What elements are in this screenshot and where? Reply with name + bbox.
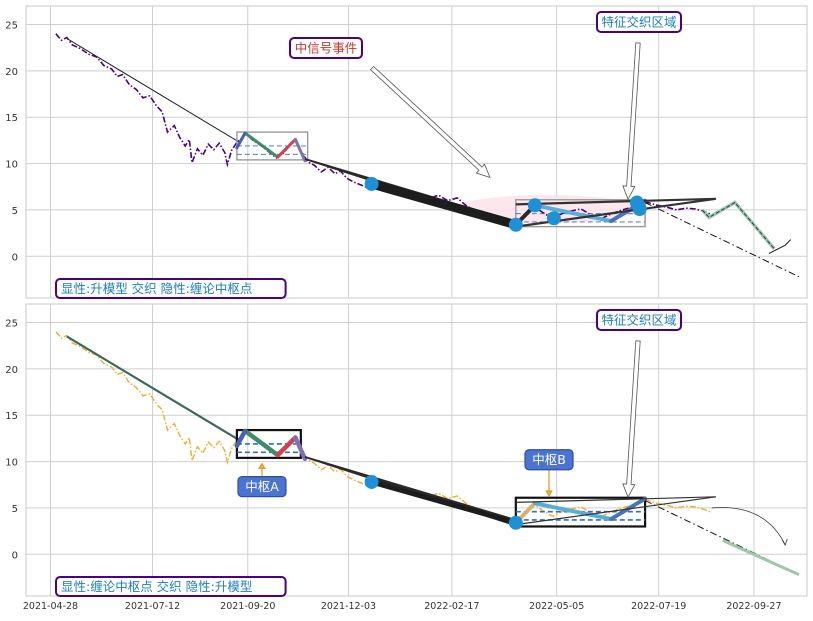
box-label-pointer-head (258, 462, 266, 469)
y-tick-label: 10 (5, 458, 18, 469)
zigzag-segment (276, 137, 297, 159)
x-tick-label: 2022-05-05 (529, 601, 584, 612)
price-series-line (55, 33, 713, 227)
y-tick-label: 0 (12, 550, 18, 561)
y-tick-label: 15 (5, 411, 18, 422)
zigzag-segment (234, 428, 248, 449)
pivot-marker (527, 198, 542, 213)
box-label-a-box (237, 476, 287, 498)
zigzag-segment (275, 435, 298, 458)
envelope-line (515, 496, 716, 503)
curved-arrow-head (781, 538, 788, 546)
y-tick-label: 25 (5, 319, 18, 330)
zigzag-segment (532, 501, 614, 522)
y-tick-label: 10 (5, 160, 18, 171)
tail-hook (768, 239, 792, 254)
box-label-a: 中枢A (245, 479, 279, 494)
pivot-marker (508, 217, 523, 232)
y-tick-label: 0 (12, 252, 18, 263)
footer-box (55, 576, 287, 597)
x-tick-label: 2022-02-17 (424, 601, 479, 612)
y-tick-label: 25 (5, 21, 18, 32)
trend-line (66, 38, 242, 144)
region-arrow (622, 42, 641, 201)
x-tick-label: 2022-09-27 (726, 601, 781, 612)
tail-line (701, 201, 775, 250)
region-label: 特征交织区域 (601, 313, 676, 328)
box-label-pointer-head (545, 490, 553, 497)
y-tick-label: 5 (12, 504, 18, 515)
x-tick-label: 2021-04-28 (23, 601, 78, 612)
footer-box (55, 278, 287, 299)
box-label-b-box (524, 449, 574, 471)
plot-area (25, 5, 808, 299)
event-arrow (369, 65, 491, 179)
pivot-marker (508, 515, 523, 530)
curved-arrow (711, 507, 786, 546)
zigzag-segment (532, 203, 614, 224)
footer-label: 显性:升模型 交织 隐性:缠论中枢点 (61, 281, 252, 296)
region-label-box (596, 11, 682, 33)
pivot-marker (632, 202, 647, 217)
pivot-marker (364, 176, 379, 191)
zigzag-segment (293, 435, 308, 462)
box-label-b: 中枢B (532, 452, 566, 467)
pivot-marker (546, 211, 561, 226)
x-tick-label: 2021-09-20 (220, 601, 275, 612)
plot-area (25, 303, 808, 597)
event-label: 中信号事件 (295, 41, 358, 56)
price-series-line (55, 331, 713, 525)
envelope-line (515, 496, 716, 526)
event-label-box (289, 37, 363, 59)
pivot-marker (364, 474, 379, 489)
panel-bottom: 0 5 10 15 20 25 2021-04-28 2021-07-12 2021-09-20… (5, 303, 808, 612)
region-label: 特征交织区域 (601, 15, 676, 30)
zigzag-segment (243, 131, 280, 159)
thick-down-leg (367, 179, 521, 230)
x-tick-label: 2021-12-03 (321, 601, 376, 612)
thick-down-leg (369, 479, 519, 526)
trend-line (66, 335, 242, 443)
footer-label: 显性:缠论中枢点 交织 隐性:升模型 (61, 579, 252, 594)
y-tick-label: 15 (5, 113, 18, 124)
zigzag-segment (235, 131, 247, 150)
y-tick-label: 20 (5, 365, 18, 376)
y-tick-label: 20 (5, 67, 18, 78)
x-tick-label: 2022-07-19 (631, 601, 686, 612)
y-tick-label: 5 (12, 206, 18, 217)
projection-highlight (722, 539, 800, 577)
x-tick-label: 2021-07-12 (125, 601, 180, 612)
region-arrow (622, 340, 641, 499)
zigzag-segment (293, 137, 307, 163)
region-label-box (596, 309, 682, 331)
envelope-line (515, 197, 716, 206)
red-tick-mark (643, 498, 654, 507)
zigzag-segment (242, 428, 280, 458)
